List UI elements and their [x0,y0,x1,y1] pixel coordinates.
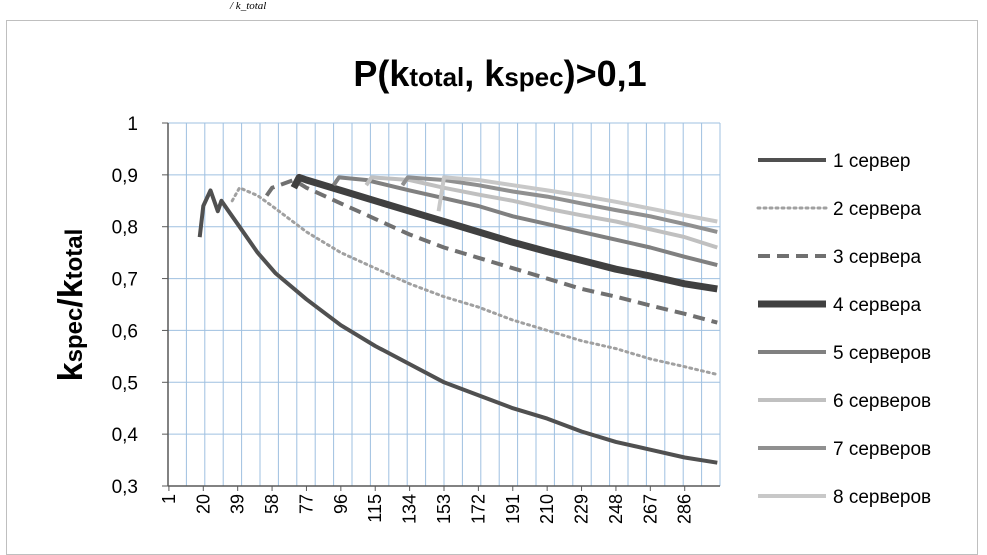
x-tick-label: 286 [675,494,695,524]
y-tick-label: 1 [127,114,138,135]
x-tick-label: 115 [365,494,385,523]
legend-label: 8 серверов [833,487,931,508]
x-tick-label: 77 [296,494,316,514]
y-tick-label: 0,9 [112,166,138,187]
legend: 1 сервер 2 сервера 3 сервера 4 сервера 5 сер… [756,151,931,508]
series-line [290,173,718,293]
series-line [264,178,718,325]
x-tick-label: 39 [228,494,248,514]
x-tick-label: 134 [400,494,420,524]
y-tick-label: 0,7 [112,270,138,291]
series-line [197,188,718,465]
series-line [331,175,718,268]
chart-title: P(ktotal, kspec)>0,1 [353,53,646,94]
legend-label: 5 серверов [833,343,931,364]
series-line [436,175,718,224]
top-formula-fragment: / k_total [230,0,267,12]
x-tick-label: 153 [434,494,454,524]
x-tick-label: 1 [159,494,179,504]
x-tick-label: 20 [193,494,213,514]
x-tick-label: 229 [572,494,592,524]
legend-label: 6 серверов [833,391,931,412]
series-line [400,175,718,234]
x-tick-label: 267 [640,494,660,524]
x-tick-label: 191 [503,494,523,524]
axes: 0,3 0,4 0,5 0,6 0,7 0,8 0,9 1 1 20 39 58 77 96 115 134 1… [112,114,720,524]
x-tick-label: 248 [606,494,626,524]
y-tick-label: 0,6 [112,321,138,342]
legend-label: 2 сервера [833,199,921,220]
y-tick-label: 0,5 [112,373,138,394]
legend-label: 3 сервера [833,247,921,268]
x-tick-label: 172 [468,494,488,524]
legend-label: 7 серверов [833,439,931,460]
series-line [230,186,719,376]
y-axis-label: kspec/ktotal [52,229,90,382]
y-tick-label: 0,4 [112,425,139,446]
x-tick-label: 210 [537,494,557,524]
series-layer [197,173,719,465]
x-tick-label: 96 [331,494,351,514]
legend-label: 4 сервера [833,295,921,316]
series-line [364,175,718,250]
legend-label: 1 сервер [833,151,911,172]
y-tick-label: 0,8 [112,218,138,239]
x-tick-label: 58 [262,494,282,514]
y-tick-label: 0,3 [112,477,138,498]
